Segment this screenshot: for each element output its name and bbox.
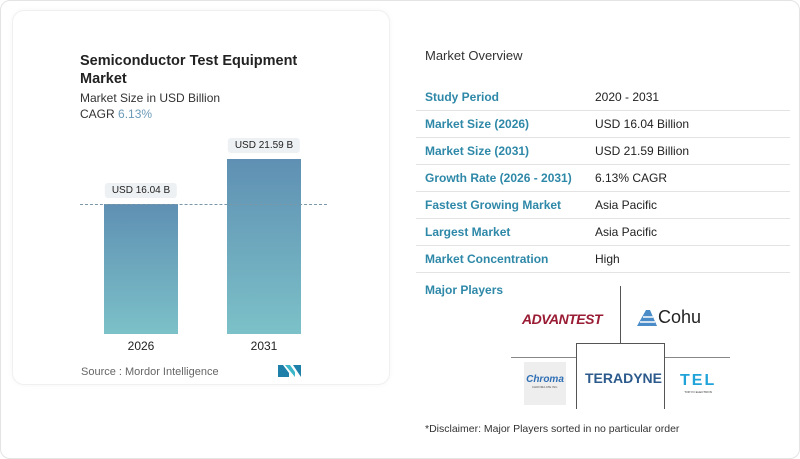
cagr: CAGR 6.13% [80,107,152,121]
cagr-value: 6.13% [118,107,153,121]
overview-row: Fastest Growing Market Asia Pacific [416,192,790,219]
chroma-subtext: CHROMA ATE INC. [531,385,559,389]
row-value: USD 16.04 Billion [595,117,690,131]
cohu-logo: Cohu [637,307,701,328]
divider [620,286,621,343]
source-text: Source : Mordor Intelligence [81,366,219,378]
row-label: Market Size (2031) [425,144,530,158]
chroma-logo: Chroma CHROMA ATE INC. [524,362,566,405]
divider [665,357,730,358]
row-label: Largest Market [425,225,511,239]
row-value: High [595,252,620,266]
row-label: Fastest Growing Market [425,198,562,212]
chroma-text: Chroma [526,374,564,385]
row-value: USD 21.59 Billion [595,144,690,158]
cohu-text: Cohu [658,307,702,327]
mordor-logo-icon [278,365,301,377]
reference-line [80,203,327,205]
overview-row: Market Size (2031) USD 21.59 Billion [416,138,790,165]
bar-2026 [104,203,178,334]
row-label: Market Concentration [425,252,549,266]
cohu-mark-icon [637,309,657,326]
cagr-label: CAGR [80,107,115,121]
row-value: Asia Pacific [595,225,658,239]
bar-2031 [227,159,301,334]
logo-box [576,343,665,409]
overview-row: Largest Market Asia Pacific [416,219,790,246]
tel-logo: TEL TOKYO ELECTRON [680,372,716,394]
tel-subtext: TOKYO ELECTRON [684,390,712,394]
tel-text: TEL [680,372,717,389]
advantest-logo: ADVANTEST [522,311,603,327]
x-tick-label: 2026 [127,339,155,353]
teradyne-logo: TERADYNE [585,370,663,386]
row-value: 2020 - 2031 [595,90,660,104]
data-label: USD 16.04 B [104,182,178,198]
overview-row: Growth Rate (2026 - 2031) 6.13% CAGR [416,165,790,192]
overview-row: Market Size (2026) USD 16.04 Billion [416,111,790,138]
chart-subtitle: Market Size in USD Billion [80,91,221,105]
chart-title: Semiconductor Test Equipment Market [80,53,298,87]
x-tick-label: 2031 [250,339,278,353]
chart-card [12,10,390,385]
data-label: USD 21.59 B [227,138,301,153]
divider [511,357,576,358]
overview-row: Market Concentration High [416,246,790,273]
disclaimer: *Disclaimer: Major Players sorted in no … [425,423,680,435]
overview-title: Market Overview [425,48,523,63]
row-label: Growth Rate (2026 - 2031) [425,171,572,185]
row-label: Study Period [425,90,500,104]
major-players-title: Major Players [425,283,504,297]
row-value: 6.13% CAGR [595,171,668,185]
overview-row: Study Period 2020 - 2031 [416,84,790,111]
row-value: Asia Pacific [595,198,658,212]
row-label: Market Size (2026) [425,117,530,131]
